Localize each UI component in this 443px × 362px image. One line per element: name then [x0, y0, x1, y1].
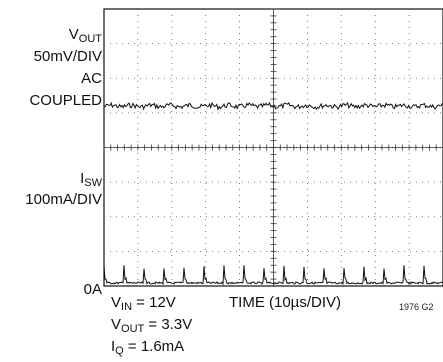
isw-trace-label: ISW [20, 170, 102, 192]
vout-subscript: OUT [78, 33, 102, 45]
graticule [103, 8, 443, 287]
vout-trace [103, 101, 443, 111]
isw-trace [103, 265, 443, 286]
vout-cond-subscript: OUT [121, 323, 145, 335]
vin-subscript: IN [121, 301, 133, 313]
x-axis-label: TIME (10µs/DIV) [229, 294, 341, 311]
zero-amp-label: 0A [83, 281, 102, 298]
coupling-label-line2: COUPLED [29, 92, 102, 109]
vout-cond-value: = 3.3V [144, 316, 193, 333]
vout-condition: VOUT = 3.3V [111, 316, 192, 338]
figure-id: 1976 G2 [399, 302, 434, 312]
isw-scale-label: 100mA/DIV [25, 191, 102, 208]
vout-name: V [68, 26, 79, 43]
coupling-label-line1: AC [81, 70, 102, 87]
iq-condition: IQ = 1.6mA [111, 338, 184, 360]
iq-value: = 1.6mA [123, 338, 185, 355]
vout-trace-label: VOUT [20, 26, 102, 48]
vin-value: = 12V [132, 294, 176, 311]
isw-subscript: SW [84, 177, 102, 189]
isw-name: I [80, 170, 85, 187]
vin-condition: VIN = 12V [111, 294, 176, 316]
vout-cond-name: V [111, 316, 122, 333]
iq-name: I [111, 338, 116, 355]
vin-name: V [111, 294, 122, 311]
vout-scale-label: 50mV/DIV [33, 48, 102, 65]
iq-subscript: Q [115, 345, 124, 357]
